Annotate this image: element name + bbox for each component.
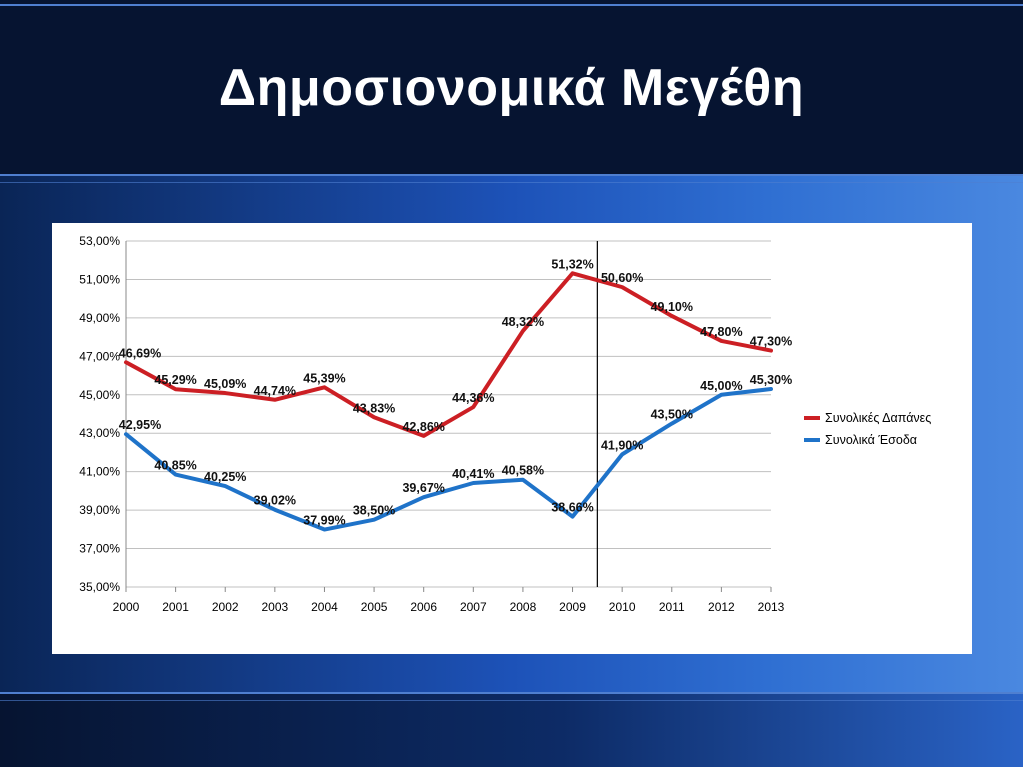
- title-band: [0, 0, 1023, 174]
- revenue-data-label: 45,30%: [750, 373, 792, 387]
- y-tick-label: 45,00%: [79, 388, 120, 402]
- x-tick-label: 2007: [460, 600, 487, 614]
- expenditure-data-label: 43,83%: [353, 401, 395, 415]
- line-chart: 53,00% 51,00% 49,00% 47,00% 45,00% 43,00% 41,0…: [79, 234, 931, 614]
- revenue-data-label: 39,02%: [254, 494, 296, 508]
- y-tick-label: 49,00%: [79, 311, 120, 325]
- x-tick-label: 2012: [708, 600, 735, 614]
- expenditure-data-label: 46,69%: [119, 346, 161, 360]
- expenditure-data-label: 47,80%: [700, 325, 742, 339]
- revenue-data-label: 38,50%: [353, 504, 395, 518]
- top-rule: [0, 4, 1023, 6]
- expenditure-data-label: 51,32%: [551, 257, 593, 271]
- revenue-data-label: 45,00%: [700, 379, 742, 393]
- expenditure-data-label: 45,29%: [154, 373, 196, 387]
- x-tick-label: 2001: [162, 600, 189, 614]
- y-tick-label: 41,00%: [79, 465, 120, 479]
- chart-panel: 53,00% 51,00% 49,00% 47,00% 45,00% 43,00% 41,0…: [52, 223, 972, 654]
- expenditure-data-label: 42,86%: [402, 420, 444, 434]
- x-tick-label: 2004: [311, 600, 338, 614]
- x-tick-label: 2003: [261, 600, 288, 614]
- y-tick-label: 47,00%: [79, 349, 120, 363]
- y-tick-label: 35,00%: [79, 580, 120, 594]
- expenditure-data-label: 45,39%: [303, 371, 345, 385]
- revenue-data-label: 40,41%: [452, 467, 494, 481]
- revenue-data-label: 38,66%: [551, 501, 593, 515]
- legend-label: Συνολικές Δαπάνες: [825, 411, 931, 425]
- x-tick-label: 2000: [113, 600, 140, 614]
- expenditure-data-label: 49,10%: [651, 300, 693, 314]
- footer-band: [0, 692, 1023, 767]
- expenditure-data-label: 50,60%: [601, 271, 643, 285]
- y-tick-label: 53,00%: [79, 234, 120, 248]
- x-tick-label: 2013: [758, 600, 785, 614]
- y-tick-label: 37,00%: [79, 542, 120, 556]
- y-tick-label: 43,00%: [79, 426, 120, 440]
- footer-rule-thin: [0, 700, 1023, 701]
- revenue-data-label: 39,67%: [402, 481, 444, 495]
- expenditure-data-label: 44,74%: [254, 384, 296, 398]
- revenue-data-label: 40,25%: [204, 470, 246, 484]
- revenue-data-label: 40,58%: [502, 464, 544, 478]
- revenue-data-label: 37,99%: [303, 514, 345, 528]
- revenue-data-label: 40,85%: [154, 459, 196, 473]
- expenditure-series-line: [124, 271, 773, 438]
- expenditure-data-label: 44,36%: [452, 391, 494, 405]
- x-tick-label: 2008: [510, 600, 537, 614]
- footer-rule: [0, 692, 1023, 694]
- title-divider-thin: [0, 182, 1023, 183]
- x-tick-label: 2009: [559, 600, 586, 614]
- revenue-data-label: 43,50%: [651, 408, 693, 422]
- revenue-series-line: [124, 387, 773, 532]
- y-tick-label: 39,00%: [79, 503, 120, 517]
- x-tick-label: 2006: [410, 600, 437, 614]
- expenditure-data-label: 45,09%: [204, 377, 246, 391]
- slide-title: Δημοσιονομικά Μεγέθη: [218, 59, 805, 117]
- legend-label: Συνολικά Έσοδα: [825, 433, 917, 447]
- x-tick-label: 2005: [361, 600, 388, 614]
- y-tick-label: 51,00%: [79, 272, 120, 286]
- title-divider: [0, 174, 1023, 176]
- x-tick-label: 2010: [609, 600, 636, 614]
- x-tick-label: 2002: [212, 600, 239, 614]
- x-tick-label: 2011: [659, 600, 685, 614]
- revenue-data-label: 41,90%: [601, 438, 643, 452]
- expenditure-data-label: 47,30%: [750, 335, 792, 349]
- expenditure-data-label: 48,32%: [502, 315, 544, 329]
- revenue-data-label: 42,95%: [119, 418, 161, 432]
